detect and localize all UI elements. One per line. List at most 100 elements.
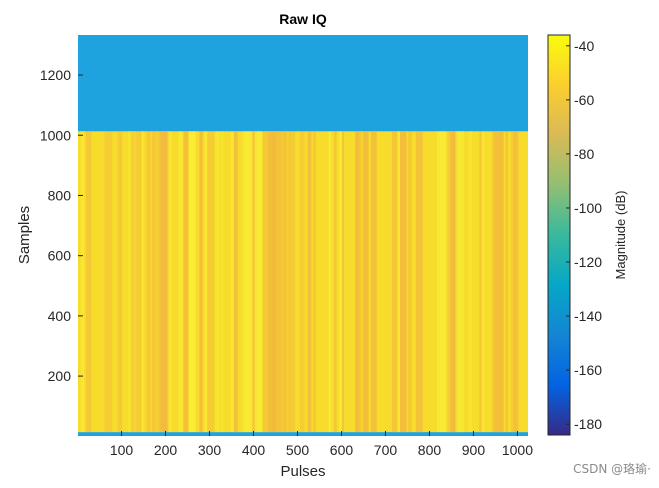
heatmap-stripe — [136, 131, 142, 433]
heatmap-stripe — [505, 131, 509, 433]
heatmap-stripe — [215, 131, 220, 433]
x-tick-label: 300 — [198, 442, 222, 458]
heatmap-stripe — [207, 131, 215, 433]
x-tick-label: 400 — [242, 442, 266, 458]
heatmap-stripe — [442, 131, 447, 433]
y-tick-label: 800 — [48, 187, 72, 203]
x-tick-label: 700 — [374, 442, 398, 458]
heatmap-stripe — [455, 131, 460, 433]
heatmap-stripe — [516, 131, 519, 433]
x-tick-label: 900 — [462, 442, 486, 458]
heatmap-stripe — [275, 131, 282, 433]
heatmap-stripe — [199, 131, 203, 433]
heatmap-stripe — [254, 131, 263, 433]
colorbar-tick-label: -80 — [574, 146, 594, 162]
colorbar-tick-label: -140 — [574, 308, 602, 324]
heatmap-stripe — [468, 131, 473, 433]
heatmap-stripe — [233, 131, 238, 433]
y-axis-ticks: 200 400 600 800 1000 1200 — [40, 67, 83, 384]
colorbar-label: Magnitude (dB) — [613, 191, 628, 280]
heatmap-stripe — [355, 131, 360, 433]
heatmap-stripe — [283, 131, 291, 433]
heatmap-stripe — [151, 131, 157, 433]
heatmap-stripe — [513, 131, 517, 433]
heatmap-stripe — [80, 131, 85, 433]
colorbar-tick-label: -60 — [574, 92, 594, 108]
heatmap-stripe — [281, 131, 287, 433]
heatmap-stripe — [312, 131, 316, 433]
heatmap-stripe — [497, 131, 503, 433]
heatmap-stripe — [167, 131, 172, 433]
heatmap-stripe — [341, 131, 345, 433]
heatmap-stripe — [479, 131, 482, 433]
heatmap-stripe — [399, 131, 407, 433]
x-tick-label: 500 — [286, 442, 310, 458]
heatmap-stripe — [246, 131, 253, 433]
x-axis-label: Pulses — [280, 463, 325, 480]
heatmap-stripe — [117, 131, 123, 433]
colorbar-tick-label: -100 — [574, 200, 602, 216]
heatmap-stripe — [262, 131, 271, 433]
y-axis-label: Samples — [16, 206, 33, 264]
heatmap-stripe — [492, 131, 498, 433]
x-axis-ticks: 100 200 300 400 500 600 700 800 900 1000 — [110, 431, 533, 458]
heatmap-stripe — [157, 131, 160, 433]
heatmap-area — [78, 35, 528, 436]
heatmap-stripe — [128, 131, 136, 433]
colorbar-tick-label: -160 — [574, 362, 602, 378]
heatmap-stripe — [307, 131, 312, 433]
colorbar-tick-label: -180 — [574, 416, 602, 432]
heatmap-stripe — [188, 131, 196, 433]
heatmap-region-2 — [78, 35, 528, 132]
heatmap-stripe — [289, 131, 296, 433]
x-tick-label: 200 — [154, 442, 178, 458]
heatmap-stripes — [80, 131, 519, 433]
heatmap-stripe — [104, 131, 113, 433]
y-tick-label: 400 — [48, 308, 72, 324]
y-tick-label: 1200 — [40, 67, 71, 83]
heatmap-stripe — [415, 131, 423, 433]
colorbar — [547, 34, 571, 436]
colorbar-tick-label: -40 — [574, 38, 594, 54]
heatmap-stripe — [370, 131, 377, 433]
heatmap-stripe — [500, 131, 504, 433]
colorbar-tick-label: -120 — [574, 254, 602, 270]
heatmap-stripe — [334, 131, 337, 433]
heatmap-stripe — [357, 131, 363, 433]
heatmap-region-0 — [78, 432, 528, 436]
heatmap-stripe — [481, 131, 485, 433]
heatmap-stripe — [252, 131, 258, 433]
heatmap-stripe — [270, 131, 277, 433]
y-tick-label: 600 — [48, 248, 72, 264]
heatmap-stripe — [85, 131, 92, 433]
heatmap-stripe — [397, 131, 401, 433]
heatmap-stripe — [436, 131, 442, 433]
heatmap-stripe — [204, 131, 207, 433]
x-tick-label: 1000 — [502, 442, 533, 458]
heatmap-stripe — [130, 131, 136, 433]
x-tick-label: 600 — [330, 442, 354, 458]
heatmap-stripe — [178, 131, 183, 433]
heatmap-stripe — [299, 131, 305, 433]
colorbar-ticks: -40 -60 -80 -100 -120 -140 -160 -180 — [566, 38, 602, 432]
watermark: CSDN @珞瑜· — [573, 462, 651, 476]
x-tick-label: 100 — [110, 442, 134, 458]
x-tick-label: 800 — [418, 442, 442, 458]
heatmap-stripe — [162, 131, 170, 433]
heatmap-stripe — [183, 131, 189, 433]
heatmap-stripe — [495, 131, 502, 433]
heatmap-stripe — [407, 131, 412, 433]
heatmap-stripe — [458, 131, 464, 433]
heatmap-stripe — [363, 131, 369, 433]
y-tick-label: 200 — [48, 368, 72, 384]
heatmap-stripe — [328, 131, 332, 433]
heatmap-stripe — [220, 131, 224, 433]
heatmap-stripe — [146, 131, 151, 433]
heatmap-stripe — [244, 131, 248, 433]
heatmap-stripe — [392, 131, 398, 433]
chart-title: Raw IQ — [279, 11, 327, 27]
y-tick-label: 1000 — [40, 127, 71, 143]
heatmap-stripe — [447, 131, 451, 433]
heatmap-stripe — [339, 131, 343, 433]
